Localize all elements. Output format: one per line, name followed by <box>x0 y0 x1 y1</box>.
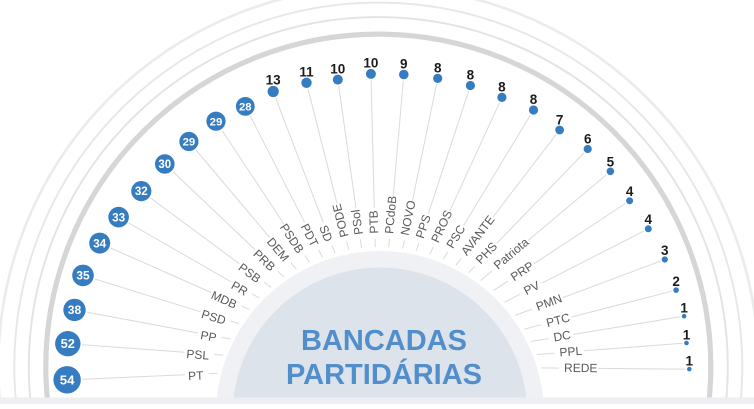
svg-text:10: 10 <box>330 61 345 76</box>
svg-text:PTB: PTB <box>367 210 382 234</box>
svg-text:52: 52 <box>61 336 75 351</box>
svg-text:8: 8 <box>434 61 442 76</box>
svg-text:29: 29 <box>183 137 196 149</box>
svg-text:28: 28 <box>239 101 252 113</box>
svg-text:PPL: PPL <box>559 344 583 360</box>
svg-text:35: 35 <box>76 269 90 283</box>
svg-text:REDE: REDE <box>564 361 597 375</box>
svg-text:34: 34 <box>93 236 107 250</box>
svg-text:6: 6 <box>584 132 592 147</box>
svg-text:4: 4 <box>645 212 653 227</box>
svg-text:13: 13 <box>266 73 282 88</box>
svg-text:8: 8 <box>467 68 475 83</box>
svg-text:2: 2 <box>672 274 680 289</box>
svg-text:29: 29 <box>210 116 223 128</box>
svg-text:3: 3 <box>661 243 669 258</box>
svg-text:PT: PT <box>188 368 205 383</box>
svg-text:1: 1 <box>680 301 688 316</box>
svg-text:8: 8 <box>530 92 538 107</box>
svg-text:PSL: PSL <box>186 347 210 363</box>
svg-text:4: 4 <box>626 184 634 199</box>
svg-text:32: 32 <box>135 185 148 198</box>
svg-text:38: 38 <box>68 303 82 317</box>
svg-text:7: 7 <box>556 112 564 127</box>
svg-text:54: 54 <box>60 373 75 388</box>
svg-text:1: 1 <box>683 328 691 343</box>
svg-text:30: 30 <box>158 159 171 171</box>
svg-text:PP: PP <box>199 328 217 345</box>
svg-text:BANCADAS: BANCADAS <box>301 325 467 357</box>
svg-text:11: 11 <box>299 64 314 79</box>
svg-text:8: 8 <box>498 80 506 95</box>
svg-text:PARTIDÁRIAS: PARTIDÁRIAS <box>286 357 482 391</box>
svg-text:10: 10 <box>363 56 378 71</box>
svg-text:9: 9 <box>400 57 408 72</box>
svg-text:33: 33 <box>112 211 126 224</box>
svg-text:DC: DC <box>552 328 572 345</box>
svg-text:1: 1 <box>686 354 694 369</box>
svg-text:5: 5 <box>607 154 615 169</box>
